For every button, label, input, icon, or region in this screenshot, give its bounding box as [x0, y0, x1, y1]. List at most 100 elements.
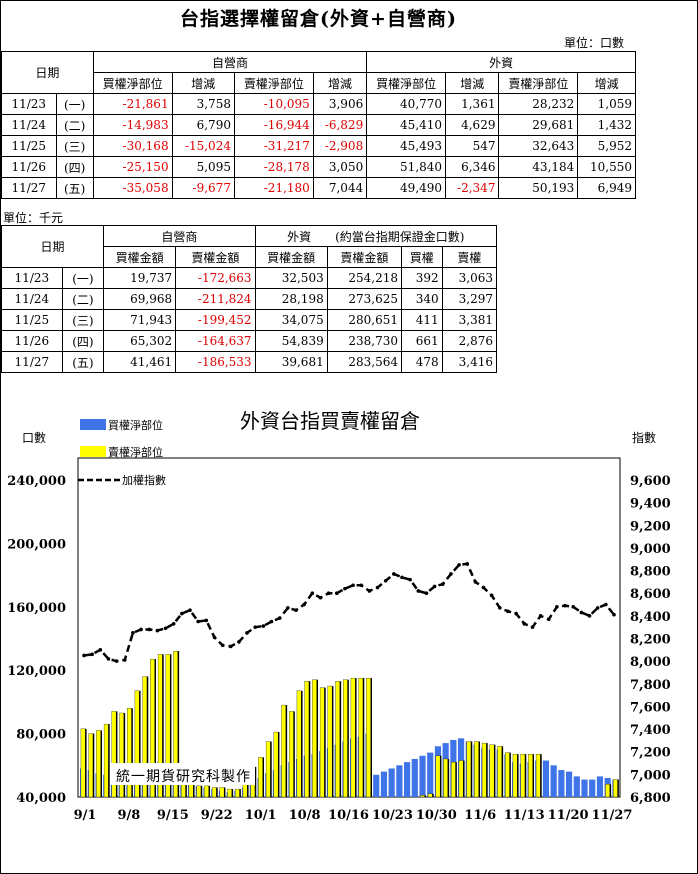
- index-point: [351, 583, 355, 588]
- y-right-axis-label: 指數: [632, 430, 656, 445]
- table-cell: 411: [400, 309, 443, 331]
- table-cell: -14,983: [92, 114, 173, 136]
- table-cell: 3,297: [441, 288, 498, 310]
- index-point: [220, 643, 225, 648]
- put-bar: [273, 731, 279, 798]
- y-right-tick-label: 8,200: [630, 633, 671, 648]
- call-bar: [573, 776, 580, 797]
- table-row: 11/25 (三) 71,943 -199,452 34,075 280,651 411 3,…: [1, 309, 498, 331]
- row-date: 11/27: [1, 177, 57, 199]
- legend-swatch-put: [80, 446, 106, 457]
- options-amount-table: 日期 自營商 外資 (約當台指期保證金口數) 買權金額 賣權金額 買權金額 賣權金額買…: [0, 225, 498, 373]
- index-point: [261, 624, 266, 628]
- call-bar: [427, 752, 434, 797]
- table-cell: 280,651: [326, 309, 402, 331]
- put-bar: [289, 711, 294, 798]
- y-left-tick-label: 40,000: [16, 791, 66, 806]
- put-bar: [335, 681, 340, 798]
- index-point: [326, 591, 331, 596]
- index-point: [473, 580, 478, 584]
- index-point: [408, 577, 412, 582]
- put-bar: [443, 758, 448, 798]
- index-point: [416, 589, 421, 593]
- column-header: 買權淨部位: [366, 72, 447, 94]
- x-tick-label: 11/13: [504, 808, 545, 823]
- put-bar: [505, 752, 510, 798]
- unit-label-contracts: 單位：口數: [564, 36, 625, 50]
- table-cell: 49,490: [366, 177, 447, 199]
- call-bar: [419, 755, 426, 797]
- table-cell: 54,839: [254, 330, 328, 352]
- put-bar: [319, 687, 325, 798]
- x-tick-label: 10/23: [372, 808, 413, 823]
- table-row: 11/27 (五) 41,461 -186,533 39,681 283,564 478 3,…: [1, 351, 498, 373]
- table-row: 11/24 (二) -14,983 6,790 -16,944 -6,829 45,410 4…: [1, 114, 636, 136]
- table-cell: 65,302: [103, 330, 177, 352]
- put-bar: [605, 784, 610, 798]
- row-weekday: (三): [61, 309, 105, 331]
- y-right-tick-label: 7,600: [630, 700, 671, 715]
- table-cell: 28,232: [498, 93, 579, 115]
- table-cell: 1,432: [577, 114, 636, 136]
- put-bar: [281, 704, 286, 798]
- call-bar: [566, 771, 573, 797]
- x-tick-label: 11/6: [464, 808, 496, 823]
- index-point: [440, 582, 445, 586]
- put-bar: [88, 733, 94, 798]
- table-cell: -35,058: [92, 177, 173, 199]
- index-point: [277, 616, 282, 620]
- call-bar: [596, 776, 604, 797]
- table-cell: 40,770: [366, 93, 447, 115]
- table-row: 11/23 (一) -21,861 3,758 -10,095 3,906 40,770 1,…: [1, 93, 636, 115]
- table-cell: 1,361: [445, 93, 500, 115]
- put-bar: [80, 728, 86, 798]
- y-right-tick-label: 9,000: [630, 542, 671, 557]
- index-point: [188, 608, 192, 612]
- put-bar: [358, 677, 364, 798]
- index-point: [82, 653, 86, 658]
- call-bar: [388, 768, 395, 797]
- y-left-tick-label: 240,000: [7, 474, 66, 489]
- index-point: [106, 657, 111, 661]
- index-point: [98, 648, 103, 652]
- legend-swatch-call: [80, 419, 106, 430]
- foreign-group-header: 外資: [366, 51, 636, 73]
- table-cell: 661: [400, 330, 443, 352]
- call-bar: [542, 760, 550, 797]
- call-bar: [411, 758, 418, 797]
- index-point: [343, 586, 347, 591]
- options-position-table: 日期 自營商 外資 買權淨部位 增減 賣權淨部位 增減 買權淨部位 增減 賣權淨部位 增減 1…: [1, 51, 636, 199]
- column-header: 買權金額: [254, 246, 328, 268]
- put-bar: [96, 730, 101, 798]
- table-cell: -6,829: [312, 114, 368, 136]
- x-tick-label: 11/27: [592, 808, 633, 823]
- table-cell: -211,824: [175, 288, 256, 310]
- table-cell: 2,876: [441, 330, 498, 352]
- y-right-tick-label: 8,000: [630, 655, 671, 670]
- table-cell: -28,178: [233, 156, 314, 178]
- row-weekday: (五): [61, 351, 105, 373]
- index-point: [400, 575, 404, 580]
- table-cell: -15,024: [171, 135, 235, 157]
- column-header: 增減: [445, 72, 500, 94]
- column-header: 賣權: [441, 246, 498, 268]
- x-tick-label: 9/22: [201, 808, 233, 823]
- table-cell: 3,381: [441, 309, 498, 331]
- index-point: [563, 603, 567, 608]
- table-cell: 39,681: [254, 351, 328, 373]
- put-bar: [466, 741, 472, 798]
- index-point: [481, 585, 486, 590]
- y-right-tick-label: 8,800: [630, 565, 671, 580]
- y-left-tick-label: 80,000: [16, 728, 66, 743]
- legend-label-put: 賣權淨部位: [108, 445, 163, 459]
- index-point: [253, 625, 258, 629]
- index-point: [147, 627, 152, 632]
- table-row: 11/26 (四) -25,150 5,095 -28,178 3,050 51,840 6,…: [1, 156, 636, 178]
- index-point: [424, 591, 429, 596]
- date-header: 日期: [1, 51, 94, 94]
- y-right-tick-label: 9,400: [630, 497, 671, 512]
- table-cell: 10,550: [577, 156, 636, 178]
- dealer-group-header: 自營商: [103, 225, 256, 247]
- x-tick-label: 9/1: [74, 808, 97, 823]
- index-point: [555, 605, 559, 609]
